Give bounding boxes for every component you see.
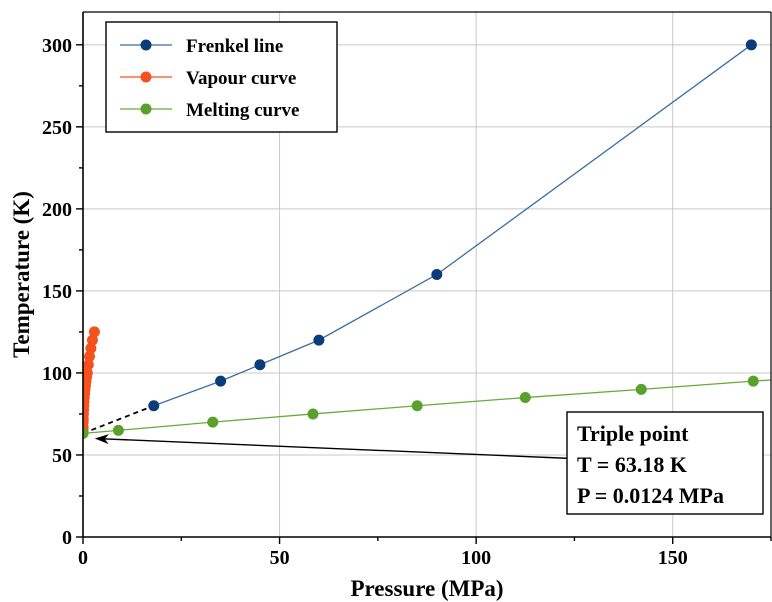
series-point-0 [745, 39, 757, 51]
series-point-2 [83, 427, 89, 439]
series-point-1 [86, 334, 98, 346]
series-point-1 [83, 351, 95, 363]
y-tick-label: 0 [62, 527, 72, 549]
series-point-2 [635, 383, 647, 395]
series-point-2 [747, 375, 759, 387]
y-tick-label: 100 [42, 363, 72, 385]
annotation-box [566, 411, 764, 515]
series-line-0 [153, 44, 752, 407]
series-layer [83, 39, 771, 439]
y-tick-label: 250 [42, 117, 72, 139]
legend-swatch-marker [140, 103, 152, 115]
dashed-connector-line [83, 404, 155, 435]
series-point-2 [411, 400, 423, 412]
triple-point-annotation: Triple point T = 63.18 K P = 0.0124 MPa [94, 411, 764, 515]
series-point-2 [112, 424, 124, 436]
annotation-arrow [94, 434, 567, 459]
series-point-2 [207, 416, 219, 428]
series-point-0 [431, 269, 443, 280]
x-tick-label: 0 [78, 547, 88, 569]
grid [83, 12, 771, 537]
series-point-1 [83, 359, 94, 371]
legend-entry-label: Frenkel line [186, 36, 283, 57]
x-axis-label: Pressure (MPa) [350, 576, 503, 601]
series-point-0 [254, 359, 266, 371]
series-point-0 [313, 334, 325, 346]
y-axis-label: Temperature (K) [9, 191, 34, 358]
series-point-0 [215, 375, 227, 387]
series-point-0 [148, 400, 160, 412]
legend-swatch-marker [140, 71, 152, 83]
series-point-1 [83, 367, 93, 379]
x-tick-label: 150 [658, 547, 688, 569]
legend-entry-label: Vapour curve [186, 68, 296, 89]
legend-swatch-marker [140, 39, 152, 51]
annotation-text-line: Triple point [577, 421, 689, 446]
annotation-text-line: T = 63.18 K [577, 452, 687, 477]
series-point-1 [85, 342, 97, 354]
y-tick-label: 150 [42, 281, 72, 303]
series-point-1 [88, 326, 100, 338]
legend-entry-label: Melting curve [186, 100, 299, 121]
y-tick-label: 200 [42, 199, 72, 221]
series-point-2 [519, 392, 531, 404]
axes: 0 50 100 150 0 50 100 150 200 250 300 [42, 11, 772, 569]
y-tick-label: 300 [42, 35, 72, 57]
x-tick-label: 50 [270, 547, 290, 569]
y-tick-label: 50 [52, 445, 72, 467]
series-point-2 [307, 408, 319, 420]
x-tick-label: 100 [461, 547, 491, 569]
legend: Frenkel line Vapour curve Melting curve [105, 21, 338, 133]
annotation-text-line: P = 0.0124 MPa [577, 483, 724, 508]
